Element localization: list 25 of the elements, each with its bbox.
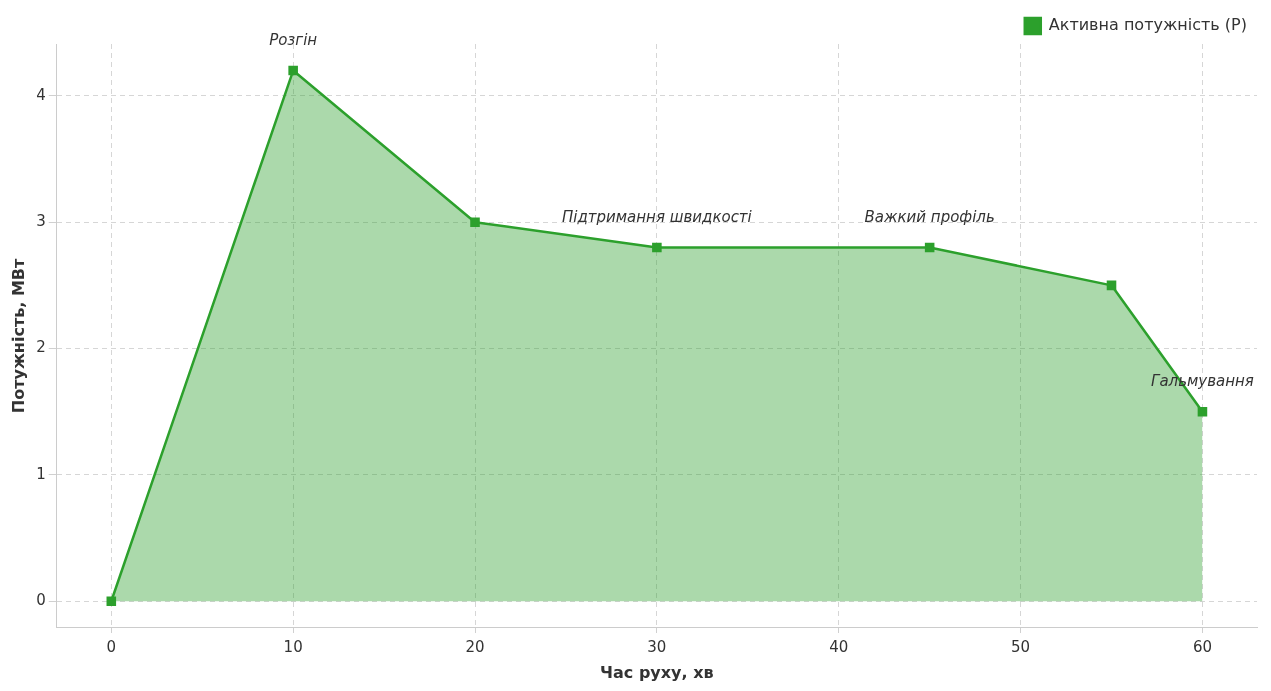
x-tick-label: 30 bbox=[647, 637, 667, 656]
y-axis-title: Потужність, МВт bbox=[8, 257, 28, 414]
point bbox=[106, 596, 117, 607]
point bbox=[470, 217, 480, 227]
y-tick-label: 3 bbox=[36, 212, 46, 231]
x-tick-label: 40 bbox=[829, 637, 849, 656]
x-tick-label: 0 bbox=[106, 637, 117, 656]
legend-label: Активна потужність (P) bbox=[1048, 15, 1247, 35]
y-tick-label: 0 bbox=[36, 591, 46, 610]
annotation: Підтримання швидкості bbox=[561, 207, 753, 226]
y-tick-label: 4 bbox=[36, 85, 46, 104]
point bbox=[1106, 280, 1117, 291]
point bbox=[652, 242, 662, 253]
y-tick-label: 2 bbox=[36, 338, 46, 357]
x-tick-label: 50 bbox=[1011, 637, 1031, 656]
x-tick-label: 10 bbox=[283, 637, 303, 656]
annotation: Важкий профіль bbox=[864, 207, 995, 226]
point bbox=[1197, 406, 1208, 417]
x-tick-label: 60 bbox=[1192, 637, 1212, 656]
point bbox=[288, 65, 298, 76]
x-axis-title: Час руху, хв bbox=[600, 662, 714, 682]
y-tick-label: 1 bbox=[36, 464, 46, 483]
point bbox=[924, 242, 935, 253]
annotation: Розгін bbox=[269, 30, 318, 49]
x-tick-label: 20 bbox=[465, 637, 485, 656]
